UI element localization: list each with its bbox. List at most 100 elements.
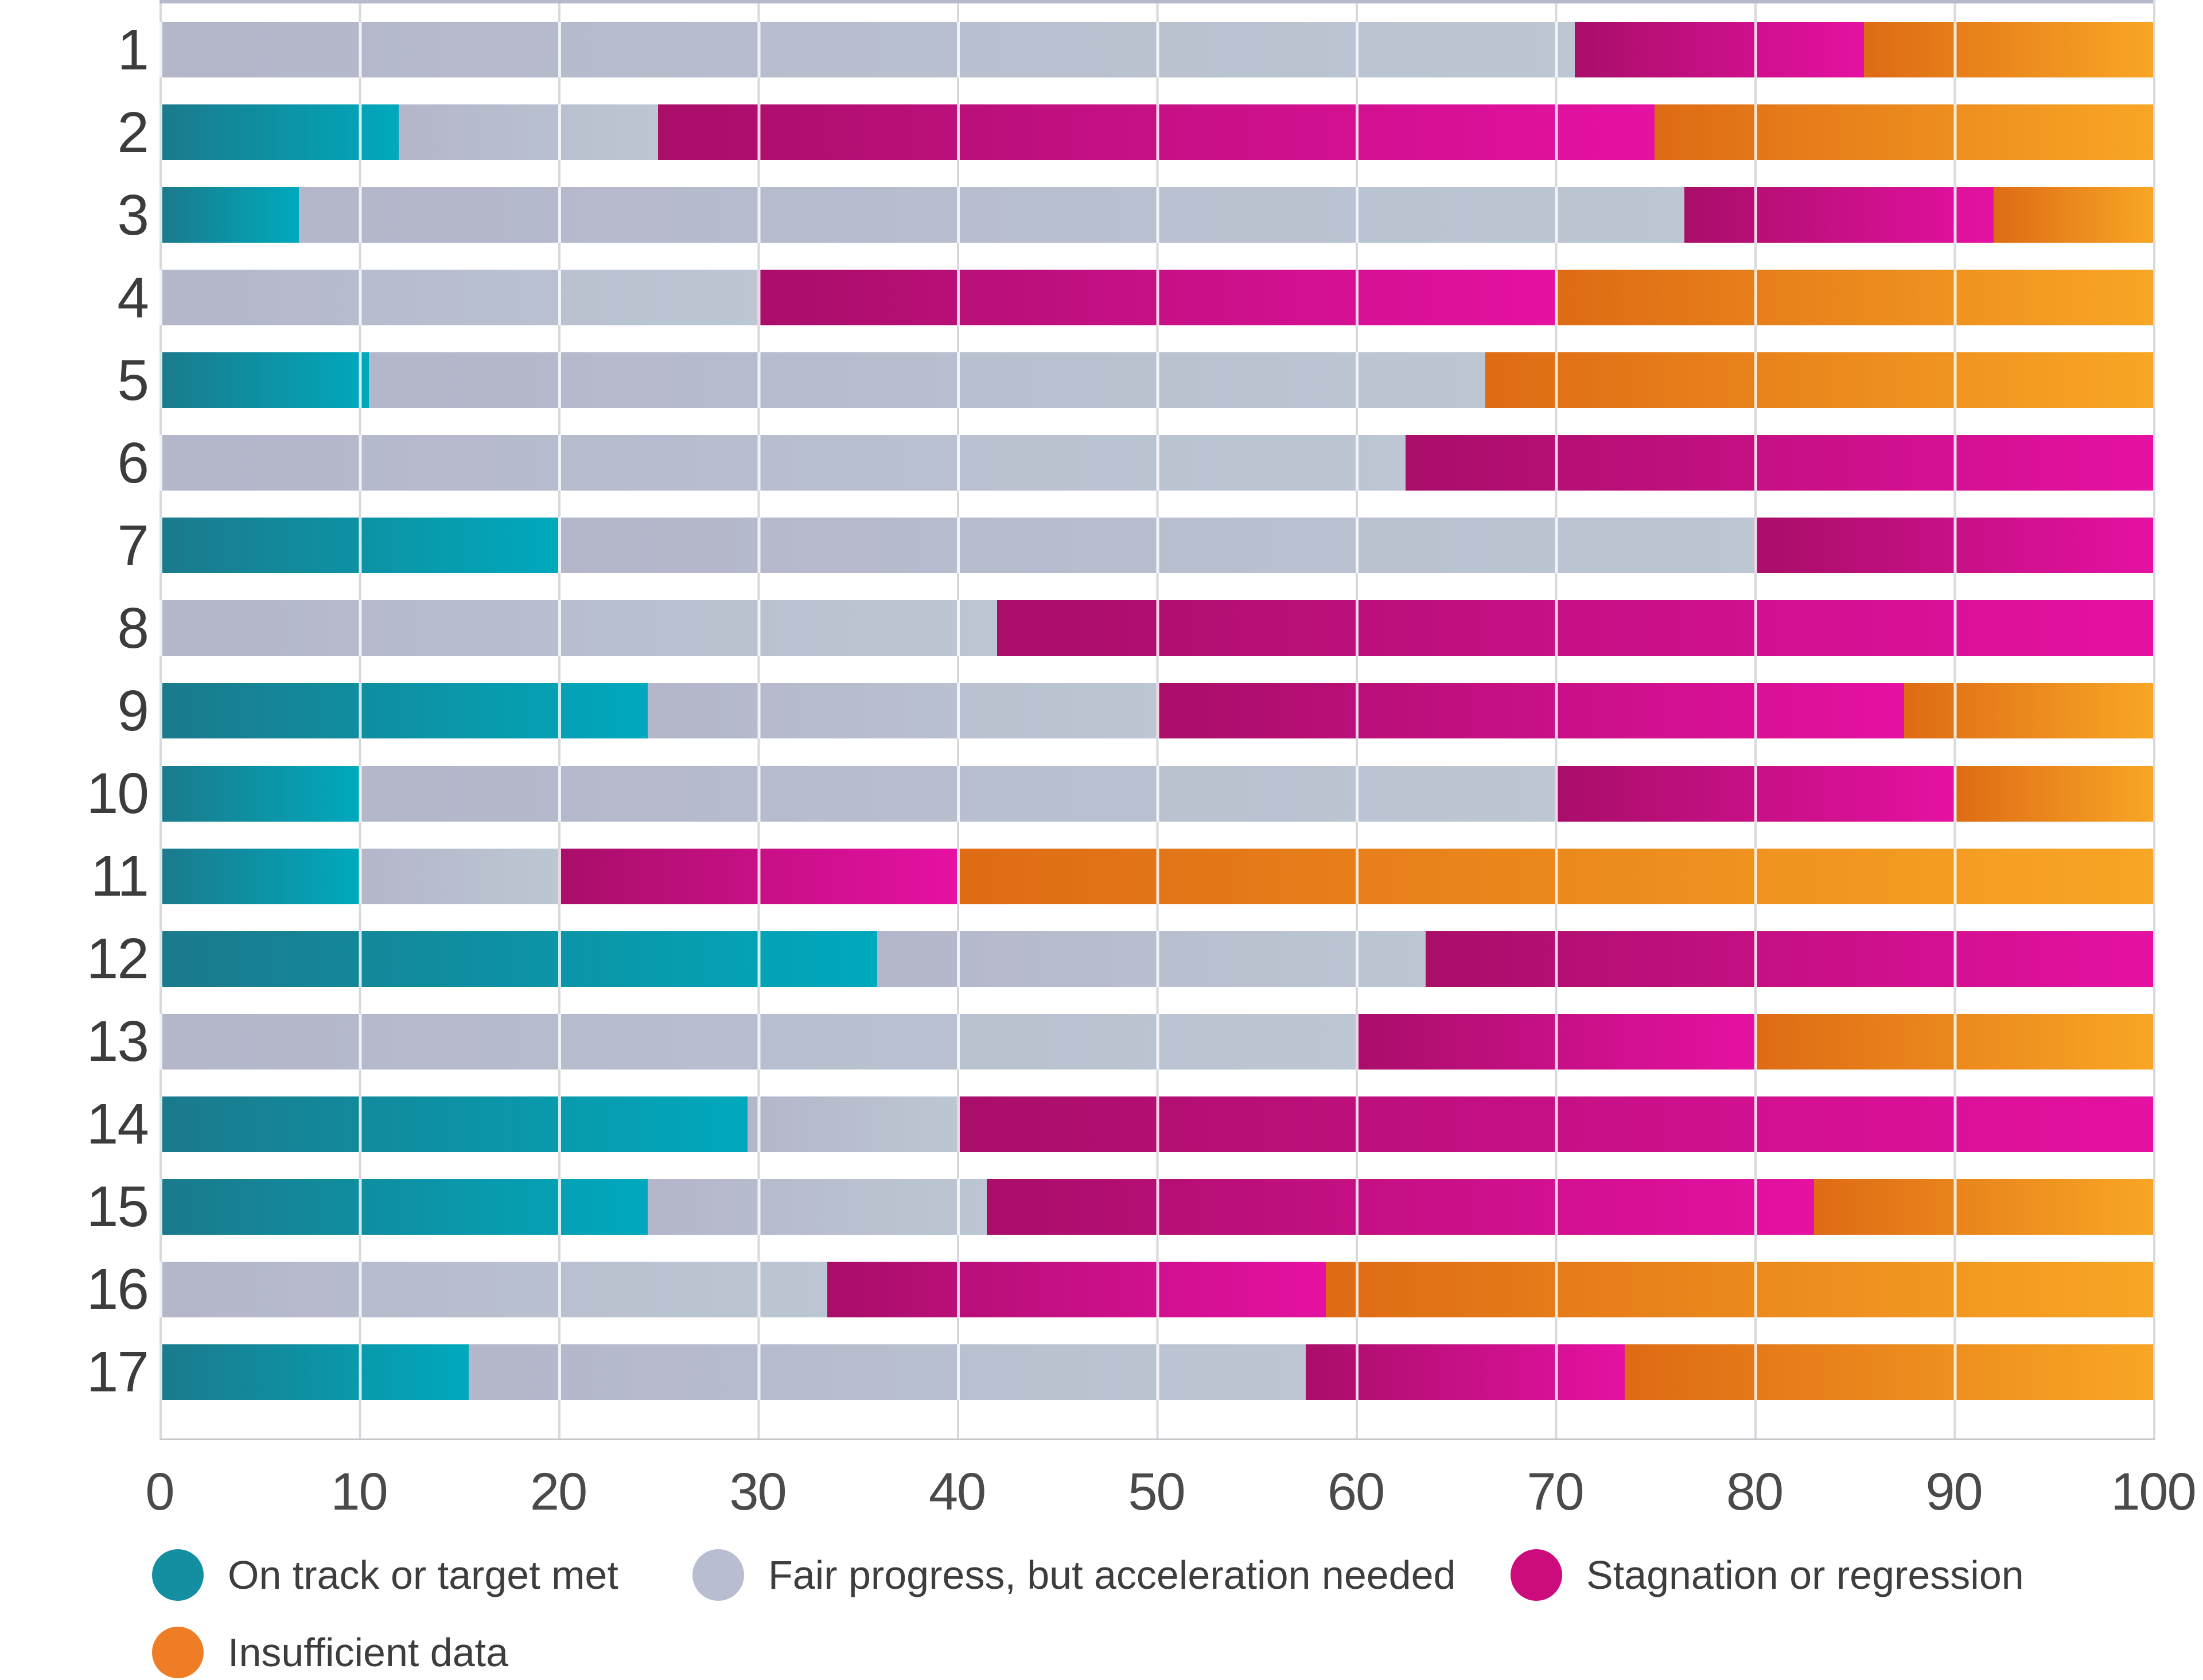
x-tick-label: 0 xyxy=(145,1463,174,1521)
row-label: 3 xyxy=(117,182,149,247)
row-label: 11 xyxy=(91,844,149,909)
bar-segment xyxy=(1754,518,2153,574)
bar-segment xyxy=(159,765,359,822)
bar-segment xyxy=(159,1013,1356,1070)
row-label: 15 xyxy=(86,1175,149,1239)
plot-area xyxy=(159,0,2155,1440)
row-label: 16 xyxy=(86,1257,149,1322)
x-tick-label: 50 xyxy=(1128,1463,1185,1521)
row-label: 6 xyxy=(117,430,149,495)
bar-segment xyxy=(877,931,1426,987)
bar-segment xyxy=(159,187,299,243)
bar-segment xyxy=(1425,931,2153,987)
bar-segment xyxy=(558,848,957,904)
bar-segment xyxy=(1904,683,2153,739)
x-axis-line xyxy=(159,1438,2155,1440)
bar-row xyxy=(159,518,2153,574)
bar-segment xyxy=(957,848,2153,904)
bar-segment xyxy=(368,352,1485,409)
bar-segment xyxy=(159,683,648,739)
bar-segment xyxy=(159,435,1406,491)
legend-swatch-icon xyxy=(692,1549,744,1601)
bar-row xyxy=(159,1013,2153,1070)
bar-segment xyxy=(299,187,1685,243)
x-tick-label: 10 xyxy=(330,1463,388,1521)
bar-row xyxy=(159,270,2153,326)
legend-swatch-icon xyxy=(1511,1549,1562,1601)
x-tick-label: 80 xyxy=(1726,1463,1784,1521)
bar-segment xyxy=(159,600,997,656)
row-label: 7 xyxy=(117,513,149,578)
legend-item: Insufficient data xyxy=(152,1624,508,1680)
legend-item: On track or target met xyxy=(152,1546,618,1604)
row-label: 1 xyxy=(117,17,149,82)
bar-segment xyxy=(1555,765,1954,822)
bar-segment xyxy=(827,1261,1326,1317)
x-tick-label: 100 xyxy=(2111,1463,2196,1521)
legend-swatch-icon xyxy=(152,1549,204,1601)
bar-row xyxy=(159,683,2153,739)
bar-segment xyxy=(1356,1013,1754,1070)
bar-segment xyxy=(1575,22,1865,77)
row-label: 9 xyxy=(117,678,149,743)
bar-segment xyxy=(748,1096,957,1152)
bar-row xyxy=(159,765,2153,822)
bar-segment xyxy=(1555,270,2153,326)
bar-segment xyxy=(468,1344,1306,1400)
bar-row xyxy=(159,352,2153,409)
row-label: 10 xyxy=(86,761,149,826)
legend-label: Insufficient data xyxy=(228,1630,509,1675)
bar-row xyxy=(159,600,2153,656)
legend-label: Stagnation or regression xyxy=(1586,1553,2024,1597)
bar-segment xyxy=(159,104,399,161)
legend-label: Fair progress, but acceleration needed xyxy=(768,1553,1456,1597)
bar-segment xyxy=(558,518,1754,574)
bar-segment xyxy=(987,1179,1815,1235)
row-label: 17 xyxy=(86,1340,149,1405)
row-label: 14 xyxy=(86,1092,149,1157)
bar-row xyxy=(159,1261,2153,1317)
x-tick-label: 90 xyxy=(1925,1463,1983,1521)
x-tick-label: 60 xyxy=(1327,1463,1385,1521)
bar-segment xyxy=(159,270,758,326)
x-tick-label: 40 xyxy=(928,1463,986,1521)
bar-segment xyxy=(1864,22,2153,77)
legend-label: On track or target met xyxy=(228,1553,618,1597)
row-label: 5 xyxy=(117,348,149,413)
bar-segment xyxy=(1953,765,2153,822)
bar-segment xyxy=(1625,1344,2153,1400)
row-label: 13 xyxy=(86,1009,149,1074)
bar-segment xyxy=(159,352,369,409)
bar-segment xyxy=(1485,352,2153,409)
bar-segment xyxy=(159,1261,828,1317)
bar-segment xyxy=(648,1179,987,1235)
bar-segment xyxy=(159,1344,469,1400)
x-tick-label: 20 xyxy=(530,1463,587,1521)
bar-segment xyxy=(1325,1261,2153,1317)
bar-segment xyxy=(1655,104,2153,161)
bar-segment xyxy=(159,1096,748,1152)
bar-segment xyxy=(159,518,558,574)
row-label: 4 xyxy=(117,265,149,330)
bar-row xyxy=(159,435,2153,491)
bar-segment xyxy=(1156,683,1904,739)
bar-segment xyxy=(359,848,558,904)
bar-segment xyxy=(399,104,658,161)
bar-row xyxy=(159,1344,2153,1400)
bar-segment xyxy=(657,104,1655,161)
legend-item: Fair progress, but acceleration needed xyxy=(692,1546,1455,1604)
bar-segment xyxy=(159,22,1575,77)
bar-segment xyxy=(159,848,359,904)
row-label: 2 xyxy=(117,100,149,165)
bar-segment xyxy=(757,270,1555,326)
bar-segment xyxy=(1684,187,1994,243)
x-tick-label: 30 xyxy=(729,1463,787,1521)
bar-row xyxy=(159,22,2153,77)
bar-segment xyxy=(159,1179,648,1235)
bar-segment xyxy=(997,600,2153,656)
cropped-bar-sliver xyxy=(159,0,2153,3)
legend-swatch-icon xyxy=(152,1627,204,1678)
row-label: 12 xyxy=(86,927,149,991)
bar-row xyxy=(159,104,2153,161)
